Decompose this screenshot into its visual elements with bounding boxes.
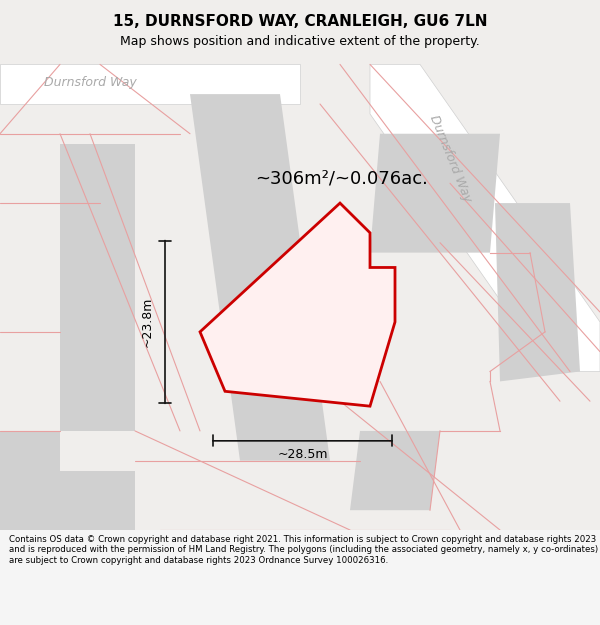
Text: Contains OS data © Crown copyright and database right 2021. This information is : Contains OS data © Crown copyright and d… [9, 535, 598, 564]
Polygon shape [350, 431, 440, 510]
Polygon shape [190, 94, 330, 461]
Polygon shape [495, 203, 580, 381]
Text: ~28.5m: ~28.5m [277, 448, 328, 461]
Text: 15: 15 [294, 330, 326, 354]
Polygon shape [0, 64, 300, 104]
Polygon shape [370, 64, 600, 371]
Polygon shape [0, 431, 60, 530]
Text: Map shows position and indicative extent of the property.: Map shows position and indicative extent… [120, 36, 480, 49]
Text: ~23.8m: ~23.8m [140, 297, 154, 347]
Text: Durnsford Way: Durnsford Way [44, 76, 136, 89]
Polygon shape [370, 134, 500, 252]
Polygon shape [200, 203, 395, 406]
Polygon shape [60, 471, 135, 530]
Polygon shape [60, 144, 135, 431]
Text: ~306m²/~0.076ac.: ~306m²/~0.076ac. [255, 169, 428, 187]
Text: Durnsford Way: Durnsford Way [427, 113, 473, 204]
Text: 15, DURNSFORD WAY, CRANLEIGH, GU6 7LN: 15, DURNSFORD WAY, CRANLEIGH, GU6 7LN [113, 14, 487, 29]
